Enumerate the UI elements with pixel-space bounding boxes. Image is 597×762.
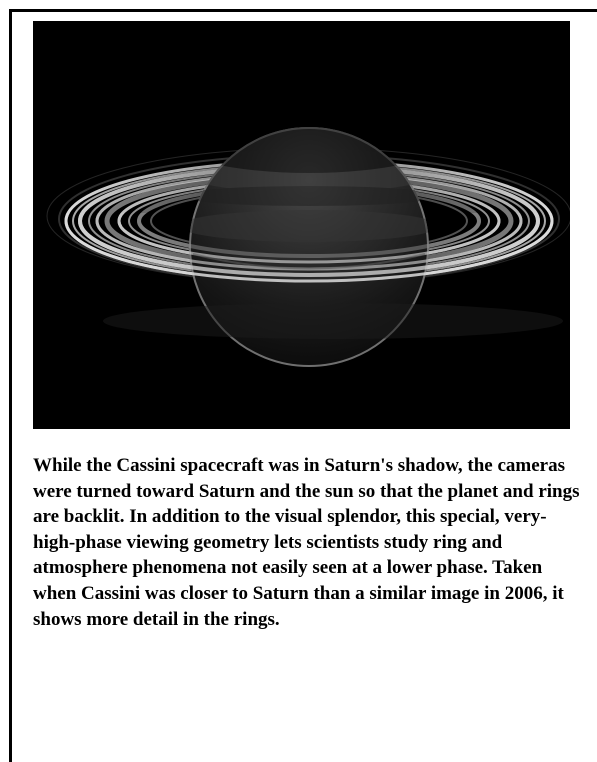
photo-caption: While the Cassini spacecraft was in Satu… bbox=[33, 455, 580, 630]
page-frame bbox=[9, 9, 597, 762]
saturn-photo bbox=[33, 21, 570, 429]
